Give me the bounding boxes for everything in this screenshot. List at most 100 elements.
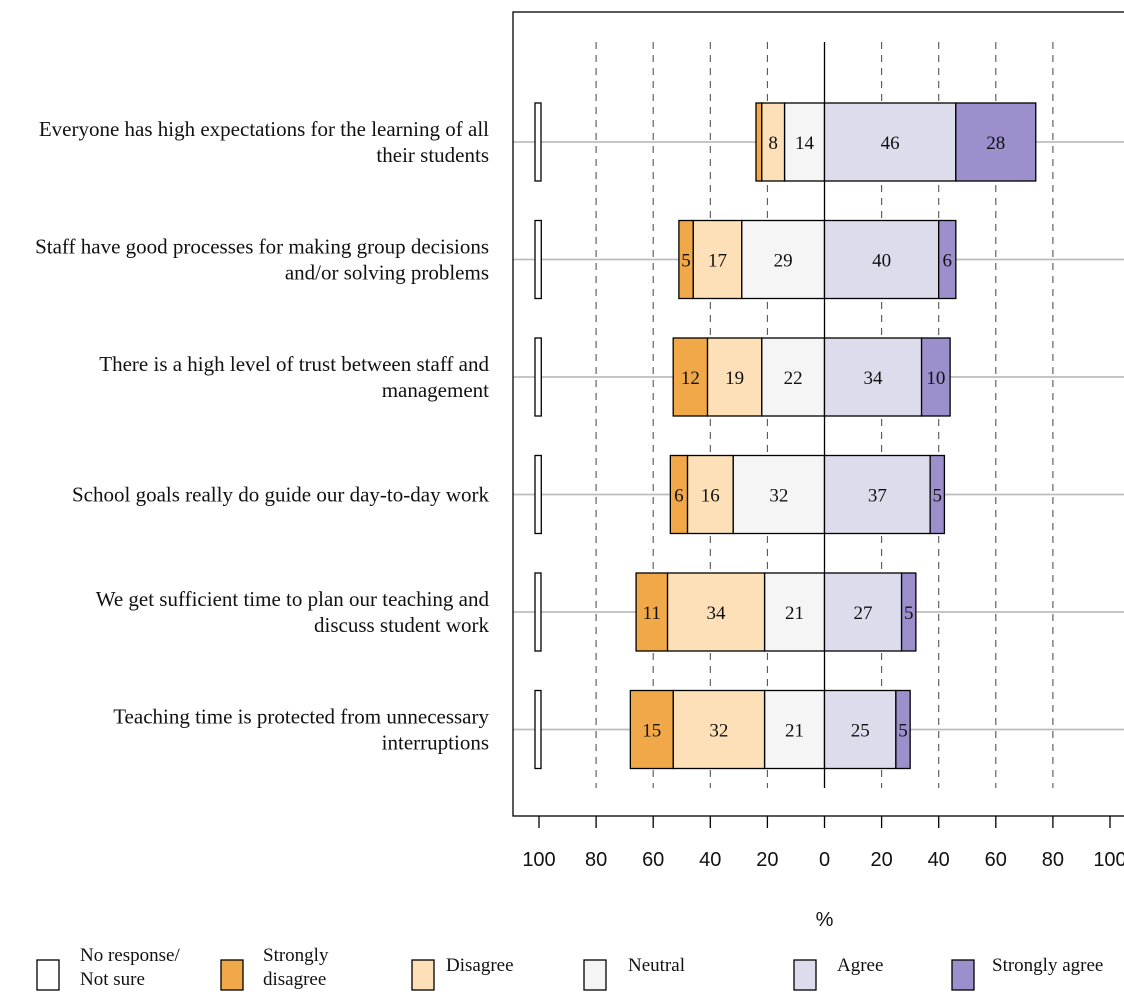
data-label: 5 [933,486,943,507]
bar-strongly-disagree [755,102,763,182]
category-label: There is a high level of trust between s… [99,352,489,376]
data-label: 15 [642,721,661,742]
x-tick-label: 80 [585,849,607,871]
data-label: 37 [868,486,887,507]
bar-strongly-disagree [629,689,674,770]
x-axis-label: % [816,909,834,931]
data-label: 34 [707,603,727,624]
bar-neutral [763,572,826,652]
bar-agree [823,572,903,652]
x-tick-label: 100 [1093,849,1124,871]
data-label: 14 [795,133,815,154]
bar-no-response [534,572,542,652]
bar-strongly-agree [920,337,951,417]
data-label: 29 [774,251,793,272]
plot-frame [512,11,1124,817]
legend-label: Not sure [80,969,145,990]
data-label: 28 [986,133,1005,154]
category-label: School goals really do guide our day-to-… [72,483,489,507]
data-label: 40 [872,251,891,272]
category-label: and/or solving problems [285,261,489,285]
data-label: 6 [943,251,953,272]
x-tick-label: 20 [756,849,778,871]
x-tick-label: 100 [522,849,555,871]
legend-swatch [36,959,60,991]
bar-strongly-agree [955,102,1037,182]
data-label: 11 [643,603,661,624]
category-label: Staff have good processes for making gro… [35,235,489,259]
legend-label: Disagree [446,955,514,976]
category-label: Everyone has high expectations for the l… [39,117,489,141]
bar-no-response [534,337,542,417]
x-tick-label: 40 [699,849,721,871]
bar-strongly-disagree [678,219,694,300]
data-label: 27 [854,603,873,624]
bar-neutral [763,689,826,770]
bar-no-response [534,102,542,182]
x-tick-label: 60 [642,849,664,871]
bar-disagree [672,689,766,770]
data-label: 32 [769,486,788,507]
data-label: 5 [904,603,914,624]
bar-strongly-disagree [672,337,709,417]
legend-label: No response/ [80,945,180,966]
x-tick-label: 80 [1042,849,1064,871]
data-label: 32 [709,721,728,742]
data-label: 46 [881,133,900,154]
data-label: 6 [674,486,684,507]
bar-no-response [534,689,542,770]
legend-swatch [951,959,975,991]
bar-no-response [534,219,542,300]
data-label: 10 [926,368,945,389]
bar-agree [823,219,940,300]
bar-no-response [534,454,542,535]
category-label: discuss student work [314,613,489,637]
x-tick-label: 60 [985,849,1007,871]
x-tick-label: 0 [819,849,830,871]
legend-swatch [793,959,817,991]
category-label: management [382,378,489,402]
data-label: 12 [681,368,700,389]
category-labels: Everyone has high expectations for the l… [35,117,489,755]
x-axis: 100 80 60 40 20 0 20 40 60 80 100% [522,816,1124,931]
data-label: 21 [785,603,804,624]
legend-label: Neutral [628,955,685,976]
legend-label: Strongly agree [992,955,1103,976]
legend-label: Agree [837,955,883,976]
data-label: 8 [768,133,778,154]
bar-strongly-agree [900,572,917,652]
data-label: 16 [701,486,720,507]
bar-neutral [732,454,826,535]
legend-swatch [220,959,244,991]
category-label: Teaching time is protected from unnecess… [113,705,489,729]
category-label: their students [376,143,489,167]
bar-strongly-agree [938,219,957,300]
bar-agree [823,102,957,182]
legend-label: disagree [263,969,326,990]
data-label: 17 [708,251,727,272]
data-label: 5 [681,251,691,272]
bars-layer: 14 8 46 28 29 17 5 40 6 22 19 12 34 10 32 16 6 37 5 21 34 11 2… [534,102,1037,770]
category-label: We get sufficient time to plan our teach… [96,587,490,611]
data-label: 22 [784,368,803,389]
bar-agree [823,337,923,417]
x-tick-label: 40 [928,849,950,871]
category-label: interruptions [382,731,489,755]
bar-strongly-agree [895,689,911,770]
data-label: 25 [851,721,870,742]
legend-swatch [411,959,435,991]
legend-label: Strongly [263,945,329,966]
bar-agree [823,454,931,535]
bar-strongly-agree [929,454,946,535]
bar-strongly-disagree [669,454,689,535]
bar-disagree [666,572,766,652]
legend-swatch [583,959,607,991]
legend: No response/Not sure Strongly disagree Disa… [36,945,1103,991]
data-label: 34 [864,368,884,389]
bar-strongly-disagree [635,572,669,652]
x-tick-label: 20 [870,849,892,871]
data-label: 19 [725,368,744,389]
data-label: 21 [785,721,804,742]
